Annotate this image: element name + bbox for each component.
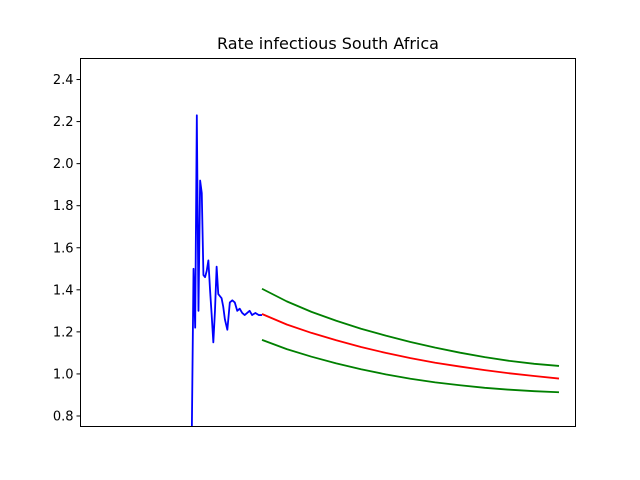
y-tick-label: 1.4 (53, 283, 74, 298)
y-axis: 0.8 1.0 1.2 1.4 1.6 1.8 2.0 2.2 2.4 (53, 73, 81, 424)
y-tick-label: 2.4 (53, 73, 74, 88)
chart-title: Rate infectious South Africa (217, 34, 439, 53)
series-line-lower-bound (261, 339, 560, 394)
series-line-observed (190, 114, 262, 427)
y-tick-label: 2.2 (53, 115, 74, 130)
y-tick-label: 0.8 (53, 409, 74, 424)
y-tick-label: 2.0 (53, 157, 74, 172)
y-tick-label: 1.6 (53, 241, 74, 256)
y-tick-label: 1.8 (53, 199, 74, 214)
axes-frame (80, 58, 576, 427)
y-tick-label: 1.2 (53, 325, 74, 340)
series-line-upper-bound (261, 287, 560, 367)
plot-area (190, 114, 560, 427)
series-line-forecast (261, 313, 560, 380)
y-tick-label: 1.0 (53, 367, 74, 382)
